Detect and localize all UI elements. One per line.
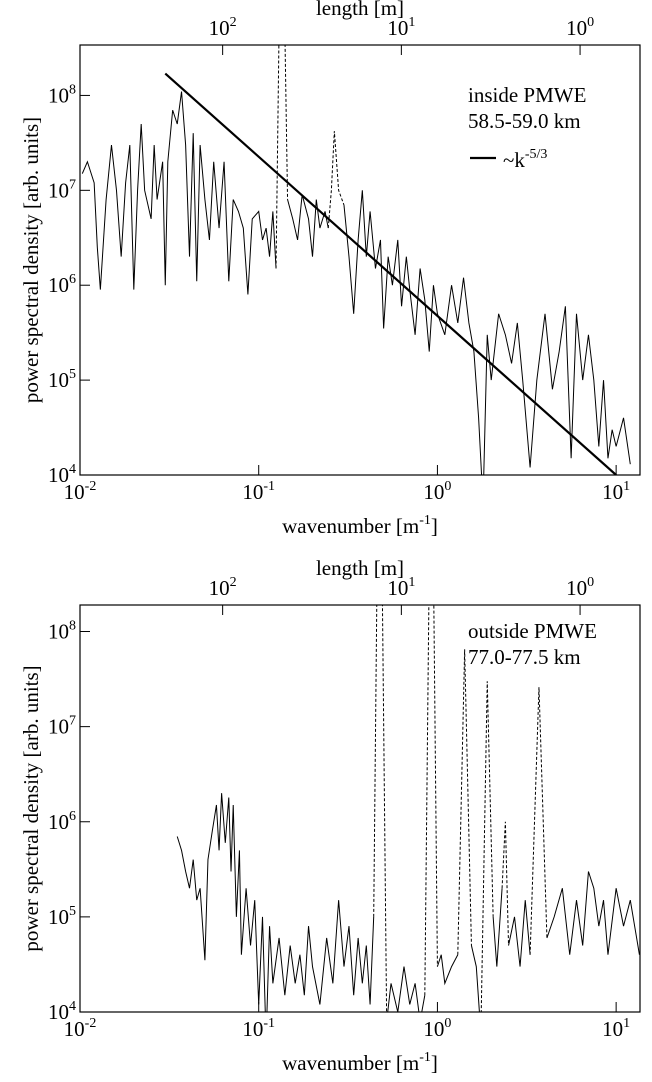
dashed-line [424, 605, 438, 996]
x2-tick-label: 101 [387, 15, 415, 40]
y-tick-label: 104 [48, 462, 76, 487]
x2-axis-label: length [m] [316, 556, 404, 580]
y-tick-label: 106 [48, 809, 76, 834]
plot-frame [79, 44, 641, 476]
line [546, 871, 640, 955]
y-tick-label: 104 [48, 999, 76, 1024]
line [164, 72, 617, 475]
dashed-line [529, 687, 548, 955]
y-tick-label: 107 [48, 177, 76, 202]
x-tick-label: 101 [602, 1016, 630, 1041]
x2-tick-label: 101 [387, 575, 415, 600]
annotation: 58.5-59.0 km [468, 109, 581, 133]
dashed-line [373, 605, 388, 1012]
x-tick-label: 10-1 [242, 1016, 275, 1041]
y-tick-label: 108 [48, 82, 76, 107]
y-axis-label: power spectral density [arb. units] [19, 117, 43, 403]
x2-tick-label: 100 [566, 15, 594, 40]
x2-tick-label: 102 [209, 575, 237, 600]
annotation: 77.0-77.5 km [468, 645, 581, 669]
y-tick-label: 105 [48, 904, 76, 929]
x-tick-label: 100 [423, 479, 451, 504]
line [492, 888, 503, 967]
x-axis-label: wavenumber [m-1] [282, 513, 438, 538]
y-tick-label: 107 [48, 714, 76, 739]
x-axis-label: wavenumber [m-1] [282, 1050, 438, 1075]
x2-tick-label: 100 [566, 575, 594, 600]
line [387, 966, 426, 1012]
annotation: inside PMWE [468, 83, 586, 107]
y-tick-label: 105 [48, 367, 76, 392]
annotation: outside PMWE [468, 619, 597, 643]
line [176, 793, 375, 1012]
line [343, 190, 631, 475]
y-tick-label: 106 [48, 272, 76, 297]
line [81, 91, 277, 295]
dashed-line [275, 45, 289, 269]
line [470, 945, 480, 1012]
line [508, 900, 531, 967]
dashed-line [457, 649, 472, 955]
y-axis-label: power spectral density [arb. units] [19, 665, 43, 951]
x2-axis-label: length [m] [316, 0, 404, 20]
x-tick-label: 10-1 [242, 479, 275, 504]
plot-frame [79, 604, 641, 1013]
x-tick-label: 100 [423, 1016, 451, 1041]
x-tick-label: 10-2 [64, 1016, 97, 1041]
x2-tick-label: 102 [209, 15, 237, 40]
legend-label: ~k-5/3 [503, 147, 547, 172]
dashed-line [327, 131, 345, 229]
x-tick-label: 101 [602, 479, 630, 504]
line [287, 194, 329, 257]
dashed-line [480, 681, 494, 1012]
dashed-line [501, 821, 510, 946]
x-tick-label: 10-2 [64, 479, 97, 504]
y-tick-label: 108 [48, 619, 76, 644]
line [436, 954, 459, 986]
